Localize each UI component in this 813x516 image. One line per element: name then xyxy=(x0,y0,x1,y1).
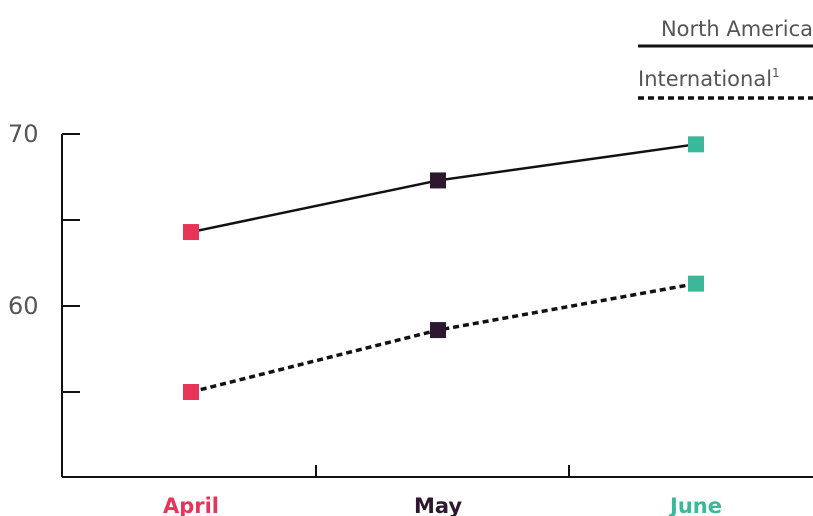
point-international-june xyxy=(688,275,704,292)
legend-label-north-america: North America xyxy=(661,17,813,41)
x-ticks xyxy=(315,465,570,477)
y-tick-label-60: 60 xyxy=(8,292,39,320)
y-tick-label-70: 70 xyxy=(8,120,39,148)
legend-label-international-superscript: 1 xyxy=(772,66,780,80)
x-label-june: June xyxy=(668,494,722,516)
point-north-america-may xyxy=(430,172,446,189)
x-label-april: April xyxy=(163,494,219,516)
category-labels: April May June xyxy=(163,494,722,516)
point-north-america-april xyxy=(183,224,199,241)
point-international-april xyxy=(183,384,199,400)
point-international-may xyxy=(430,322,446,339)
legend-label-international: International1 xyxy=(638,66,780,91)
legend: North America International1 xyxy=(638,17,813,100)
y-ticks: 60 70 xyxy=(8,120,80,393)
point-north-america-june xyxy=(688,136,704,153)
series xyxy=(183,136,704,400)
legend-label-international-text: International xyxy=(638,67,772,91)
x-label-may: May xyxy=(414,494,462,516)
